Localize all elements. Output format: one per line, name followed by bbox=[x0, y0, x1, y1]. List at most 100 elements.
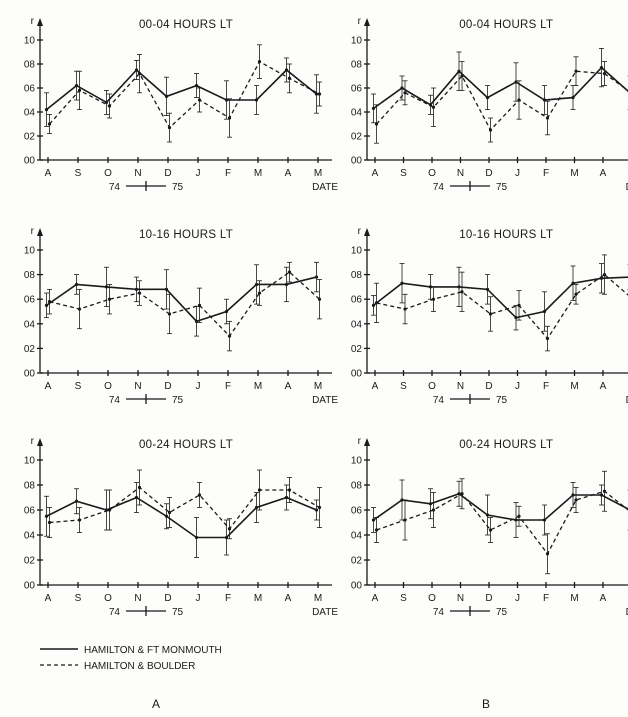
data-point bbox=[457, 69, 461, 73]
data-point bbox=[460, 74, 464, 78]
data-point bbox=[197, 493, 202, 497]
y-axis-label: r bbox=[358, 16, 362, 27]
x-tick-label: M bbox=[254, 593, 262, 604]
x-tick-label: J bbox=[515, 593, 520, 604]
data-point bbox=[431, 297, 436, 301]
data-point bbox=[428, 502, 433, 506]
x-tick-label: O bbox=[428, 593, 436, 604]
x-year-end: 75 bbox=[172, 607, 184, 618]
y-tick-label: 00 bbox=[24, 369, 36, 380]
x-tick-label: J bbox=[196, 593, 201, 604]
y-tick-label: 10 bbox=[24, 456, 36, 467]
data-point bbox=[371, 518, 376, 522]
x-tick-label: A bbox=[45, 168, 52, 179]
data-point bbox=[517, 98, 521, 102]
x-tick-label: N bbox=[457, 593, 464, 604]
x-tick-label: F bbox=[543, 168, 549, 179]
x-tick-label: D bbox=[485, 593, 492, 604]
data-point bbox=[137, 485, 142, 490]
data-point bbox=[284, 282, 289, 287]
data-point bbox=[134, 287, 139, 291]
y-tick-label: 10 bbox=[351, 36, 363, 47]
chart-a-0: r 00 02 04 06 08 10 A S O N D J F M A M DATE 74 75 00-04 HOU… bbox=[24, 16, 338, 193]
data-point bbox=[134, 495, 139, 500]
x-tick-label: N bbox=[457, 168, 464, 179]
x-year-end: 75 bbox=[496, 182, 508, 193]
data-point bbox=[74, 282, 79, 287]
series-line-boulder bbox=[376, 273, 628, 340]
data-point bbox=[194, 535, 199, 540]
x-year-start: 74 bbox=[109, 607, 121, 618]
x-tick-label: F bbox=[225, 168, 231, 179]
y-tick-label: 04 bbox=[351, 531, 363, 542]
x-tick-label: J bbox=[196, 168, 201, 179]
data-point bbox=[104, 285, 109, 289]
x-year-end: 75 bbox=[172, 395, 184, 406]
data-point bbox=[488, 312, 493, 316]
data-point bbox=[107, 104, 112, 108]
x-tick-label: M bbox=[314, 381, 322, 392]
series-line-monmouth bbox=[46, 496, 317, 539]
x-axis-label: DATE bbox=[312, 607, 338, 618]
data-point bbox=[599, 493, 604, 497]
data-point bbox=[287, 488, 292, 492]
panel-label-a: A bbox=[152, 697, 160, 711]
x-tick-label: S bbox=[400, 381, 407, 392]
data-point bbox=[44, 108, 49, 112]
chart-title: 10-16 HOURS LT bbox=[139, 229, 233, 241]
x-tick-label: A bbox=[372, 381, 379, 392]
data-point bbox=[431, 105, 436, 109]
x-axis-label: DATE bbox=[626, 607, 628, 618]
data-point bbox=[317, 92, 322, 96]
y-axis-arrow bbox=[37, 228, 43, 236]
panel-label-b: B bbox=[482, 697, 490, 711]
data-point bbox=[137, 72, 142, 76]
data-point bbox=[167, 312, 172, 316]
data-point bbox=[485, 287, 490, 291]
data-point bbox=[104, 100, 109, 104]
x-tick-label: A bbox=[285, 168, 292, 179]
y-tick-label: 10 bbox=[24, 36, 36, 47]
y-tick-label: 02 bbox=[351, 132, 363, 143]
data-point bbox=[371, 303, 376, 307]
x-tick-label: S bbox=[400, 168, 407, 179]
y-axis-arrow bbox=[364, 438, 370, 446]
x-tick-label: O bbox=[428, 381, 436, 392]
x-tick-label: F bbox=[225, 381, 231, 392]
x-tick-label: M bbox=[570, 593, 578, 604]
chart-a-2: r 00 02 04 06 08 10 A S O N D J F M A M DATE 74 75 00-24 HOU… bbox=[24, 436, 338, 618]
data-point bbox=[314, 275, 319, 279]
x-tick-label: A bbox=[600, 593, 607, 604]
data-point bbox=[574, 69, 578, 73]
y-tick-label: 10 bbox=[351, 246, 363, 257]
data-point bbox=[460, 290, 464, 294]
data-point bbox=[400, 498, 404, 502]
x-tick-label: M bbox=[254, 168, 262, 179]
data-point bbox=[254, 282, 259, 287]
data-point bbox=[227, 527, 232, 531]
y-tick-label: 04 bbox=[351, 108, 363, 119]
y-axis-label: r bbox=[31, 16, 35, 27]
series-line-boulder bbox=[376, 70, 628, 132]
data-point bbox=[74, 499, 79, 503]
data-point bbox=[574, 292, 578, 296]
x-tick-label: A bbox=[600, 381, 607, 392]
data-point bbox=[197, 98, 202, 102]
y-tick-label: 08 bbox=[351, 270, 363, 281]
x-tick-label: J bbox=[515, 381, 520, 392]
data-point bbox=[374, 301, 379, 305]
data-point bbox=[431, 508, 436, 512]
data-point bbox=[254, 505, 259, 510]
x-tick-label: A bbox=[372, 593, 379, 604]
y-tick-label: 04 bbox=[24, 108, 36, 119]
x-tick-label: J bbox=[515, 168, 520, 179]
y-tick-label: 08 bbox=[24, 60, 36, 71]
data-point bbox=[224, 535, 229, 540]
data-point bbox=[47, 300, 52, 304]
x-tick-label: D bbox=[164, 593, 171, 604]
data-point bbox=[460, 492, 464, 496]
x-axis-label: DATE bbox=[312, 182, 338, 193]
series-line-monmouth bbox=[46, 276, 317, 323]
